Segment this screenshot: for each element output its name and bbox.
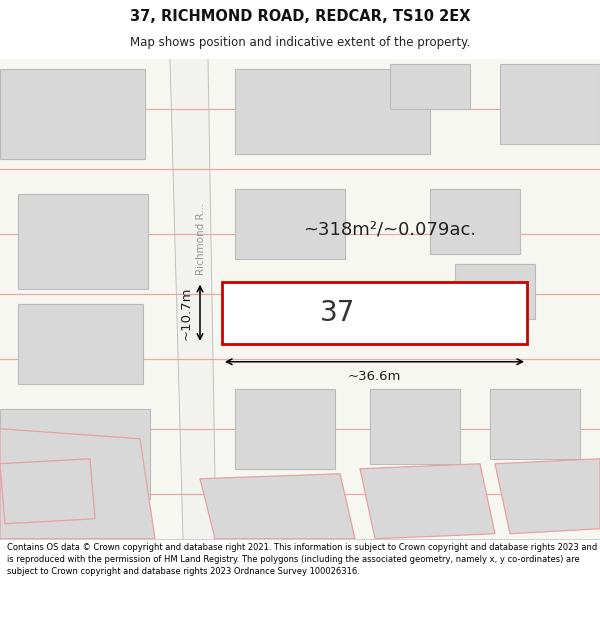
Polygon shape: [0, 459, 95, 524]
Bar: [490, 389, 580, 459]
Bar: [0, 69, 145, 159]
Bar: [18, 194, 148, 289]
Text: ~318m²/~0.079ac.: ~318m²/~0.079ac.: [303, 221, 476, 239]
Polygon shape: [495, 459, 600, 534]
Bar: [235, 189, 345, 259]
Bar: [0, 409, 150, 499]
Bar: [235, 69, 430, 154]
Polygon shape: [360, 464, 495, 539]
Text: Map shows position and indicative extent of the property.: Map shows position and indicative extent…: [130, 36, 470, 49]
Text: ~10.7m: ~10.7m: [179, 286, 193, 339]
Text: ~36.6m: ~36.6m: [348, 370, 401, 383]
Bar: [500, 64, 600, 144]
Bar: [430, 189, 520, 254]
Text: 37: 37: [320, 299, 356, 327]
Bar: [222, 282, 527, 344]
Bar: [235, 389, 335, 469]
Text: 37, RICHMOND ROAD, REDCAR, TS10 2EX: 37, RICHMOND ROAD, REDCAR, TS10 2EX: [130, 9, 470, 24]
Polygon shape: [170, 59, 216, 539]
Bar: [390, 64, 470, 109]
Bar: [455, 264, 535, 319]
Text: Richmond R...: Richmond R...: [196, 202, 205, 275]
Bar: [18, 304, 143, 384]
Polygon shape: [0, 429, 155, 539]
Polygon shape: [200, 474, 355, 539]
Bar: [370, 389, 460, 464]
Text: Contains OS data © Crown copyright and database right 2021. This information is : Contains OS data © Crown copyright and d…: [7, 543, 598, 576]
Bar: [15, 509, 105, 539]
